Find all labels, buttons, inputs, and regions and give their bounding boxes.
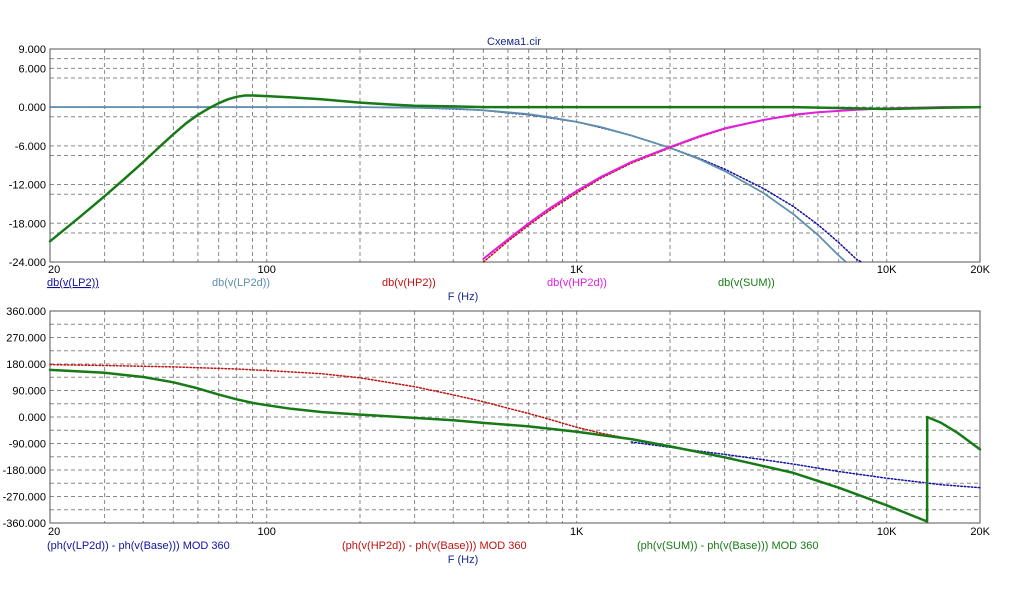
y-tick-label: -6.000 xyxy=(15,141,46,153)
x-tick-label: 20K xyxy=(970,526,990,538)
y-tick-label: 90.000 xyxy=(12,386,46,398)
x-tick-label: 100 xyxy=(258,526,276,538)
x-tick-label: 20K xyxy=(970,264,990,276)
x-axis-label: F (Hz) xyxy=(448,291,479,303)
x-tick-label: 1K xyxy=(570,264,584,276)
y-tick-label: 0.000 xyxy=(18,102,46,114)
x-tick-label: 20 xyxy=(48,526,60,538)
legend-entry: db(v(HP2d)) xyxy=(547,277,607,289)
legend-entry: (ph(v(SUM)) - ph(v(Base))) MOD 360 xyxy=(637,540,819,552)
legend-entry: db(v(LP2)) xyxy=(47,277,99,289)
y-tick-label: -360.000 xyxy=(3,518,46,530)
x-tick-label: 10K xyxy=(877,264,897,276)
y-tick-label: -270.000 xyxy=(3,492,46,504)
y-tick-label: 0.000 xyxy=(18,412,46,424)
legend-entry: db(v(HP2)) xyxy=(382,277,436,289)
legend-entry: db(v(SUM)) xyxy=(718,277,775,289)
plot-frame xyxy=(49,48,981,263)
x-tick-label: 20 xyxy=(48,264,60,276)
series-line-1-1 xyxy=(49,363,671,448)
x-axis-label: F (Hz) xyxy=(448,554,479,566)
y-tick-label: -18.000 xyxy=(9,218,46,230)
plot-title: Схема1.cir xyxy=(487,36,541,48)
y-tick-label: -24.000 xyxy=(9,257,46,269)
y-tick-label: 360.000 xyxy=(6,306,46,318)
legend-entry: (ph(v(HP2d)) - ph(v(Base))) MOD 360 xyxy=(342,540,527,552)
series-line-0-4 xyxy=(48,94,982,243)
x-tick-label: 100 xyxy=(258,264,276,276)
y-tick-label: 9.000 xyxy=(18,44,46,56)
plot-frame xyxy=(49,310,981,524)
x-tick-label: 1K xyxy=(570,526,584,538)
y-tick-label: -180.000 xyxy=(3,465,46,477)
legend-entry: db(v(LP2d)) xyxy=(212,277,270,289)
y-tick-label: -90.000 xyxy=(9,439,46,451)
series-line-1-2 xyxy=(48,368,982,523)
x-tick-label: 10K xyxy=(877,526,897,538)
y-tick-label: 6.000 xyxy=(18,63,46,75)
legend-entry: (ph(v(LP2d)) - ph(v(Base))) MOD 360 xyxy=(47,540,230,552)
series-line-0-3 xyxy=(482,106,981,260)
series-line-0-1 xyxy=(49,106,847,263)
y-tick-label: 180.000 xyxy=(6,359,46,371)
y-tick-label: -12.000 xyxy=(9,180,46,192)
y-tick-label: 270.000 xyxy=(6,333,46,345)
